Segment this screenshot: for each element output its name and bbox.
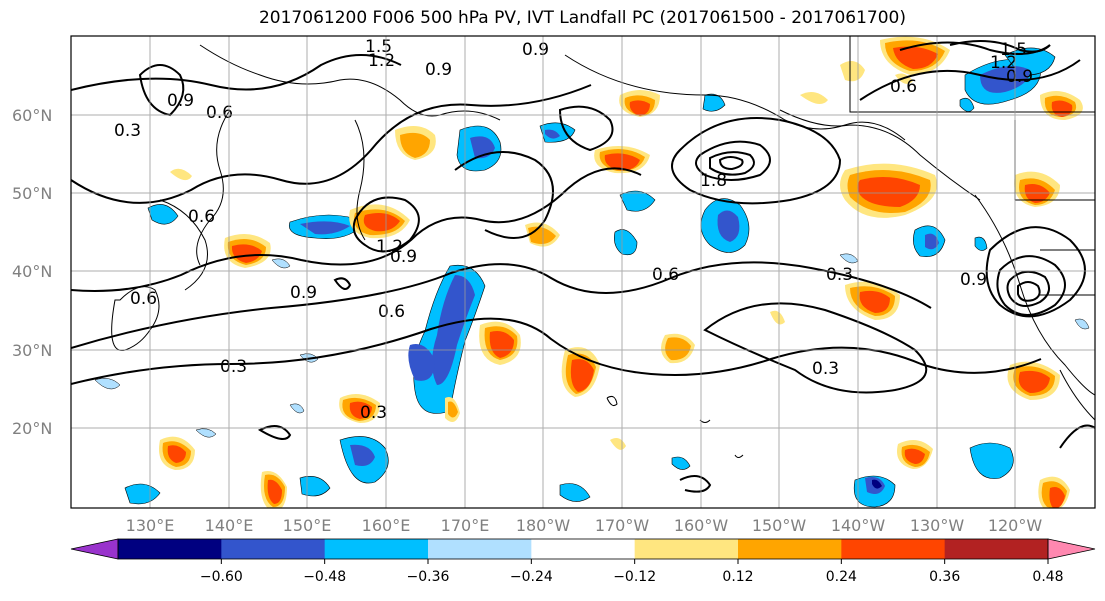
lon-label: 150°W [752, 516, 807, 535]
lon-label: 130°W [910, 516, 965, 535]
map-frame [70, 35, 1096, 509]
colorbar-tick-label: 0.12 [722, 569, 753, 585]
lat-label: 50°N [12, 184, 52, 203]
colorbar-segment [531, 539, 636, 559]
colorbar-segment [841, 539, 946, 559]
contour-label: 0.3 [220, 357, 247, 377]
colorbar-tick-label: 0.36 [929, 569, 960, 585]
colorbar-segment [634, 539, 739, 559]
contour-label: 1.2 [990, 53, 1017, 73]
lon-label: 140°E [205, 516, 254, 535]
lat-label: 30°N [12, 341, 52, 360]
pv-anomaly-shading [94, 36, 1090, 508]
contour-label: 0.9 [425, 60, 452, 80]
colorbar-tick-label: 0.48 [1032, 569, 1063, 585]
colorbar-tick-label: −0.24 [510, 569, 553, 585]
lat-label: 20°N [12, 419, 52, 438]
colorbar-segment [118, 539, 222, 559]
contour-labels: 1.5 1.2 0.9 0.9 0.9 0.6 0.3 1.8 0.6 0.6 … [114, 37, 1033, 423]
contour-label: 0.9 [960, 270, 987, 290]
colorbar-segment [738, 539, 842, 559]
colorbar-ticks: −0.60 −0.48 −0.36 −0.24 −0.12 0.12 0.24 0.36 0.4… [200, 559, 1064, 585]
lon-label: 180°W [516, 516, 571, 535]
contour-label: 1.5 [1000, 40, 1027, 60]
latitude-labels: 60°N 50°N 40°N 30°N 20°N [12, 106, 52, 438]
colorbar-tick-label: −0.60 [200, 569, 243, 585]
contour-label: 0.6 [188, 207, 215, 227]
longitude-labels: 130°E 140°E 150°E 160°E 170°E 180°W 170°… [126, 516, 1043, 535]
map-panel: 1.5 1.2 0.9 0.9 0.9 0.6 0.3 1.8 0.6 0.6 … [70, 35, 1096, 509]
contour-label: 0.6 [890, 77, 917, 97]
colorbar-segments [118, 539, 1049, 559]
contour-label: 1.2 [368, 51, 395, 71]
colorbar-extend-max [1047, 538, 1096, 560]
contour-label: 0.6 [652, 265, 679, 285]
pv-contours [71, 40, 1095, 493]
lon-label: 130°E [126, 516, 175, 535]
lon-label: 140°W [831, 516, 886, 535]
lon-label: 120°W [988, 516, 1043, 535]
contour-label: 1.8 [700, 171, 727, 191]
lat-label: 60°N [12, 106, 52, 125]
lat-label: 40°N [12, 262, 52, 281]
colorbar-tick-label: 0.24 [826, 569, 857, 585]
lon-label: 160°E [362, 516, 411, 535]
contour-label: 1.5 [365, 37, 392, 57]
colorbar-segment [324, 539, 429, 559]
contour-label: 0.9 [1006, 67, 1033, 87]
contour-label: 0.3 [812, 359, 839, 379]
colorbar-tick-label: −0.48 [303, 569, 346, 585]
contour-label: 0.9 [167, 91, 194, 111]
lon-label: 150°E [283, 516, 332, 535]
colorbar-segment [221, 539, 326, 559]
contour-label: 0.9 [390, 247, 417, 267]
colorbar-tick-label: −0.36 [407, 569, 450, 585]
colorbar: −0.60 −0.48 −0.36 −0.24 −0.12 0.12 0.24 0.36 0.4… [70, 538, 1096, 585]
gridlines [71, 36, 1095, 508]
lon-label: 170°W [595, 516, 650, 535]
contour-label: 0.3 [826, 265, 853, 285]
contour-label: 0.3 [114, 121, 141, 141]
contour-label: 0.3 [360, 403, 387, 423]
contour-label: 0.6 [378, 302, 405, 322]
colorbar-segment [428, 539, 532, 559]
contour-label: 1.2 [376, 237, 403, 257]
contour-label: 0.6 [206, 103, 233, 123]
colorbar-segment [944, 539, 1049, 559]
contour-label: 0.9 [522, 40, 549, 60]
map-title: 2017061200 F006 500 hPa PV, IVT Landfall… [258, 8, 906, 28]
lon-label: 170°E [441, 516, 490, 535]
contour-label: 0.6 [130, 289, 157, 309]
colorbar-extend-min [70, 538, 119, 560]
lon-label: 160°W [674, 516, 729, 535]
contour-label: 0.9 [290, 283, 317, 303]
colorbar-tick-label: −0.12 [613, 569, 656, 585]
